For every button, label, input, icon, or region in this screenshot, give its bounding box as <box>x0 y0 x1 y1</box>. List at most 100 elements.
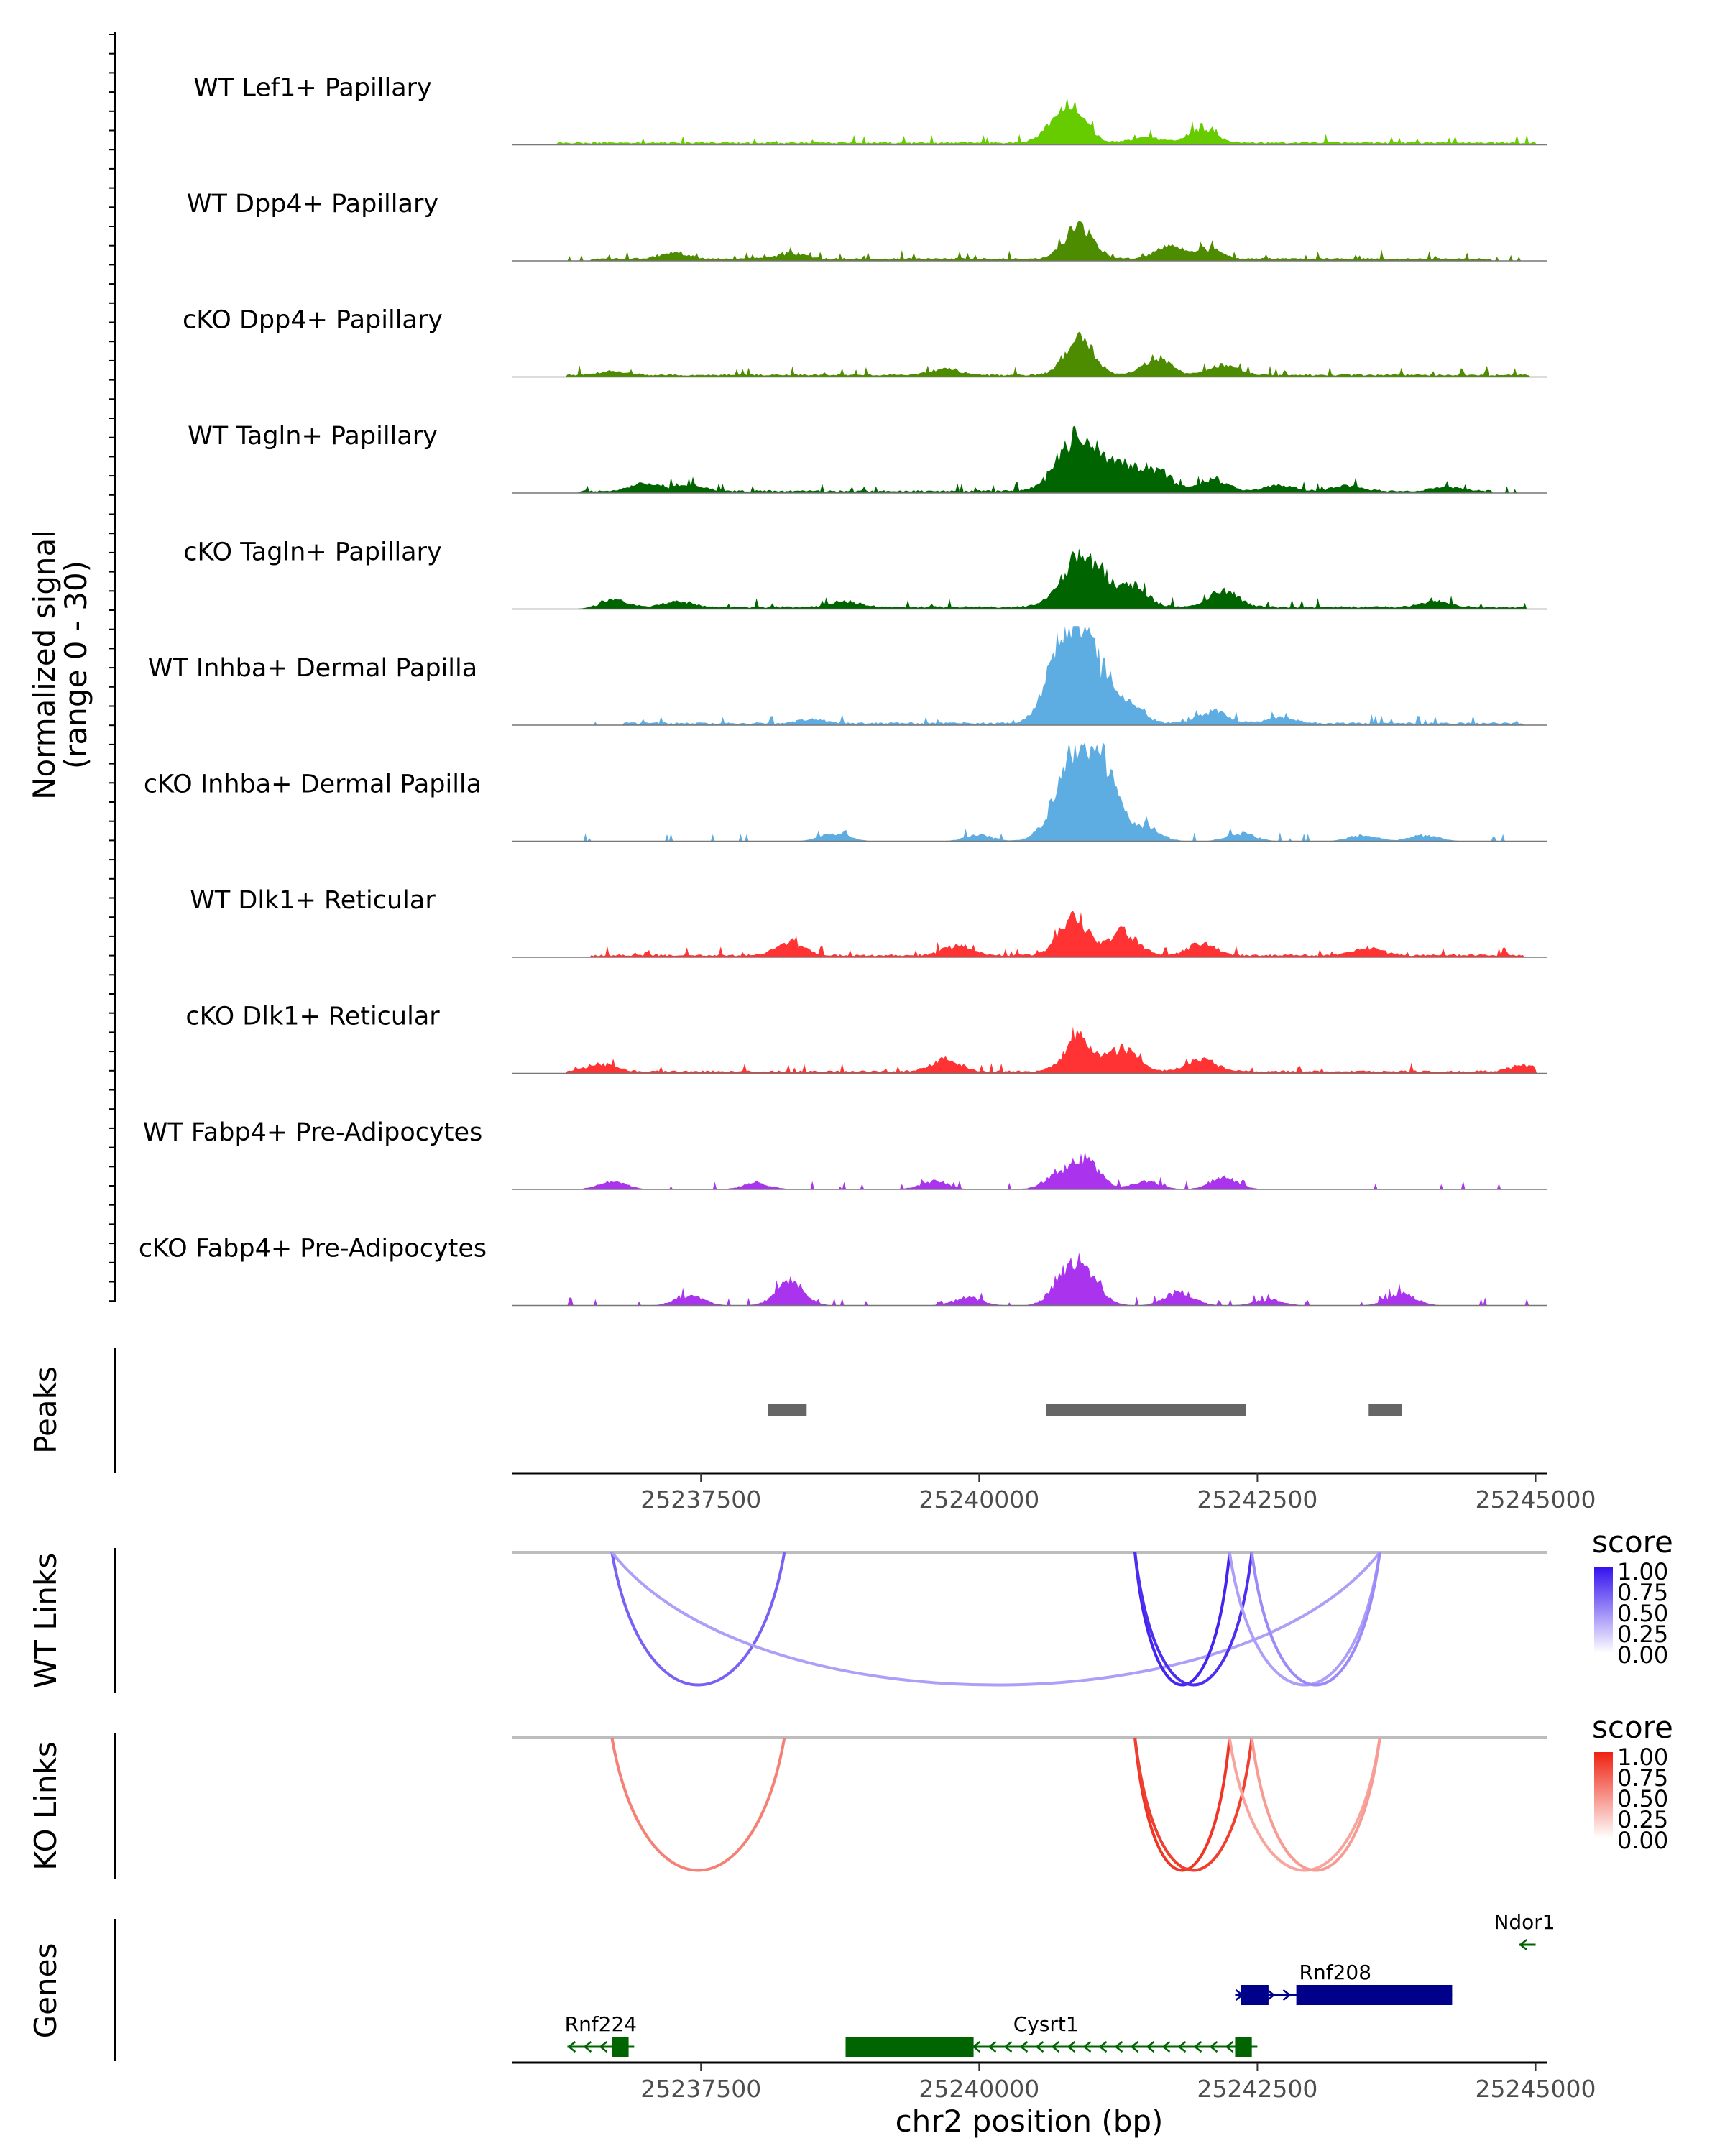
coverage-area <box>512 221 1547 261</box>
gene-exon <box>1241 1985 1269 2005</box>
coverage-track: WT Lef1+ Papillary <box>193 74 1547 146</box>
strand-arrow <box>1266 1989 1276 2001</box>
coverage-area <box>512 331 1547 377</box>
x-tick-label: 25237500 <box>640 2075 761 2103</box>
legend-tick-label: 0.75 <box>1617 1764 1668 1792</box>
gene-name: Cysrt1 <box>1013 2012 1079 2036</box>
x-tick-label: 25242500 <box>1197 1485 1317 1514</box>
strand-arrow <box>1098 2041 1108 2053</box>
genes-label: Genes <box>28 1943 63 2039</box>
coverage-track: cKO Dlk1+ Reticular <box>185 1003 1547 1074</box>
coverage-track: WT Dpp4+ Papillary <box>187 190 1547 262</box>
strand-arrow <box>1177 2041 1187 2053</box>
coverage-area <box>512 742 1547 842</box>
strand-arrow <box>1162 2041 1171 2053</box>
coverage-panel: Normalized signal(range 0 - 30) WT Lef1+ … <box>27 32 1547 1307</box>
coverage-track: cKO Inhba+ Dermal Papilla <box>144 742 1547 842</box>
legend-tick-label: 0.00 <box>1617 1827 1668 1854</box>
legend-tick-label: 0.25 <box>1617 1621 1668 1648</box>
strand-arrow <box>1003 2041 1013 2053</box>
link-arc <box>1133 1737 1231 1872</box>
coverage-area <box>512 1252 1547 1306</box>
gene-name: Rnf224 <box>565 2012 638 2036</box>
peak-region <box>768 1404 807 1416</box>
strand-arrow <box>1225 2041 1234 2053</box>
strand-arrow <box>1146 2041 1155 2053</box>
legend-tick-label: 1.00 <box>1617 1743 1668 1771</box>
coverage-ylabel-line1: Normalized signal <box>27 530 62 800</box>
coverage-area <box>512 97 1547 145</box>
legend-tick-label: 0.50 <box>1617 1600 1668 1627</box>
x-tick-label: 25245000 <box>1476 1485 1596 1514</box>
track-label: cKO Dlk1+ Reticular <box>185 1003 440 1031</box>
legend-tick-label: 0.50 <box>1617 1785 1668 1812</box>
strand-arrow <box>567 2041 576 2053</box>
strand-arrow <box>988 2041 997 2053</box>
track-label: WT Dpp4+ Papillary <box>187 190 438 218</box>
x-tick-label: 25240000 <box>919 2075 1039 2103</box>
link-arc <box>1228 1737 1381 1872</box>
coverage-track: cKO Tagln+ Papillary <box>183 538 1547 610</box>
track-label: WT Inhba+ Dermal Papilla <box>148 654 477 683</box>
legend-tick-label: 0.00 <box>1617 1641 1668 1669</box>
track-label: cKO Dpp4+ Papillary <box>183 306 443 335</box>
coverage-track: cKO Fabp4+ Pre-Adipocytes <box>139 1235 1547 1307</box>
gene-name: Rnf208 <box>1300 1961 1372 1984</box>
coverage-area <box>512 1151 1547 1189</box>
coverage-track: cKO Dpp4+ Papillary <box>183 306 1547 378</box>
gene-name: Ndor1 <box>1494 1910 1555 1934</box>
genes-panel: Genes Rnf224 Cysrt1 Rnf208 Ndor1 25237500 2524… <box>28 1910 1596 2139</box>
gene-exon <box>845 2037 974 2057</box>
x-tick-label: 25240000 <box>919 1485 1039 1514</box>
legend-colorbar <box>1594 1567 1613 1653</box>
track-label: cKO Fabp4+ Pre-Adipocytes <box>139 1235 487 1263</box>
peak-region <box>1046 1404 1246 1416</box>
legend-tick-label: 0.25 <box>1617 1806 1668 1833</box>
link-arc <box>610 1552 786 1687</box>
link-arc <box>1228 1552 1381 1687</box>
gene-exon <box>1235 2037 1252 2057</box>
strand-arrow <box>1519 1939 1528 1950</box>
link-arc <box>1250 1737 1381 1872</box>
x-tick-label: 25237500 <box>640 1485 761 1514</box>
strand-arrow <box>1209 2041 1218 2053</box>
legend-colorbar <box>1594 1752 1613 1838</box>
coverage-area <box>512 1026 1547 1074</box>
coverage-area <box>512 626 1547 725</box>
track-label: cKO Tagln+ Papillary <box>183 538 442 567</box>
link-arc <box>1250 1552 1381 1687</box>
gene-exon <box>612 2037 629 2057</box>
legend-title: score <box>1592 1710 1673 1745</box>
strand-arrow <box>1067 2041 1076 2053</box>
legend-title: score <box>1592 1524 1673 1560</box>
link-arc <box>1133 1552 1254 1687</box>
link-arc <box>610 1551 1381 1687</box>
gene-model: Rnf224 <box>565 2012 638 2057</box>
track-label: WT Dlk1+ Reticular <box>190 886 436 915</box>
coverage-ylabel-line2: (range 0 - 30) <box>58 561 93 769</box>
coverage-area <box>512 911 1547 957</box>
peaks-label: Peaks <box>28 1366 63 1454</box>
links-label: KO Links <box>28 1741 63 1871</box>
strand-arrow <box>1193 2041 1202 2053</box>
strand-arrow <box>1082 2041 1092 2053</box>
legend-tick-label: 0.75 <box>1617 1579 1668 1606</box>
x-tick-label: 25242500 <box>1197 2075 1317 2103</box>
gene-model: Cysrt1 <box>845 2012 1258 2057</box>
track-label: cKO Inhba+ Dermal Papilla <box>144 770 482 799</box>
gene-exon <box>1296 1985 1453 2005</box>
strand-arrow <box>599 2041 608 2053</box>
coverage-ylabel: Normalized signal(range 0 - 30) <box>27 530 93 800</box>
coverage-track: WT Tagln+ Papillary <box>188 422 1547 494</box>
peak-region <box>1368 1404 1402 1416</box>
strand-arrow <box>1130 2041 1139 2053</box>
link-arc <box>1133 1737 1254 1872</box>
coverage-track: WT Dlk1+ Reticular <box>190 886 1547 958</box>
track-label: WT Lef1+ Papillary <box>193 74 432 103</box>
